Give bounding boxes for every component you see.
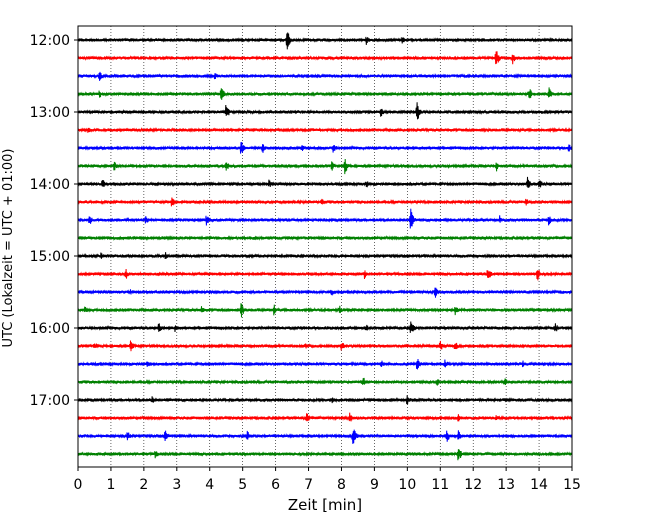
x-tick-label: 0 <box>74 477 83 493</box>
trace-1315 <box>77 127 573 134</box>
trace-1300 <box>77 102 573 120</box>
trace-1345 <box>77 158 573 175</box>
x-tick-label: 10 <box>398 477 416 493</box>
y-tick-label: 13:00 <box>30 105 70 121</box>
trace-1415 <box>77 197 573 207</box>
x-tick-label: 2 <box>139 477 148 493</box>
trace-1515 <box>77 268 573 281</box>
trace-1715 <box>77 412 573 422</box>
trace-1615 <box>77 340 573 352</box>
x-tick-label: 12 <box>464 477 482 493</box>
trace-1730 <box>77 429 573 444</box>
x-tick-label: 3 <box>172 477 181 493</box>
trace-1600 <box>77 321 573 333</box>
trace-1645 <box>77 377 573 386</box>
x-tick-label: 11 <box>431 477 449 493</box>
x-tick-label: 15 <box>563 477 581 493</box>
y-tick-label: 14:00 <box>30 177 70 193</box>
x-tick-label: 8 <box>337 477 346 493</box>
trace-1430 <box>77 208 573 229</box>
x-tick-label: 9 <box>370 477 379 493</box>
trace-1245 <box>77 87 573 100</box>
plot-frame <box>77 25 573 468</box>
y-tick-label: 12:00 <box>30 33 70 49</box>
x-tick-label: 1 <box>106 477 115 493</box>
x-tick-label: 5 <box>238 477 247 493</box>
x-axis-label: Zeit [min] <box>288 496 362 514</box>
x-tick-label: 4 <box>205 477 214 493</box>
x-tick-label: 7 <box>304 477 313 493</box>
x-tick-label: 13 <box>497 477 515 493</box>
trace-lines <box>77 32 573 461</box>
trace-1530 <box>77 287 573 298</box>
trace-1230 <box>77 71 573 81</box>
trace-1630 <box>77 358 573 370</box>
trace-1215 <box>77 51 573 65</box>
y-tick-label: 16:00 <box>30 321 70 337</box>
y-tick-label: 15:00 <box>30 249 70 265</box>
x-axis-ticks: 0 1 2 3 4 5 6 7 8 9 10 11 12 13 14 15 <box>74 467 581 493</box>
trace-1700 <box>77 395 573 405</box>
y-axis-ticks: 12:00 13:00 14:00 15:00 16:00 17:00 <box>30 33 78 409</box>
y-axis-label: UTC (Lokalzeit = UTC + 01:00) <box>1 149 16 348</box>
x-tick-label: 6 <box>271 477 280 493</box>
trace-1330 <box>77 142 573 154</box>
trace-1400 <box>77 176 573 188</box>
trace-1745 <box>77 449 573 461</box>
y-tick-label: 17:00 <box>30 393 70 409</box>
trace-1500 <box>77 252 573 260</box>
trace-1200 <box>77 32 573 50</box>
x-tick-label: 14 <box>530 477 548 493</box>
trace-1545 <box>77 303 573 318</box>
trace-1445 <box>77 234 573 242</box>
